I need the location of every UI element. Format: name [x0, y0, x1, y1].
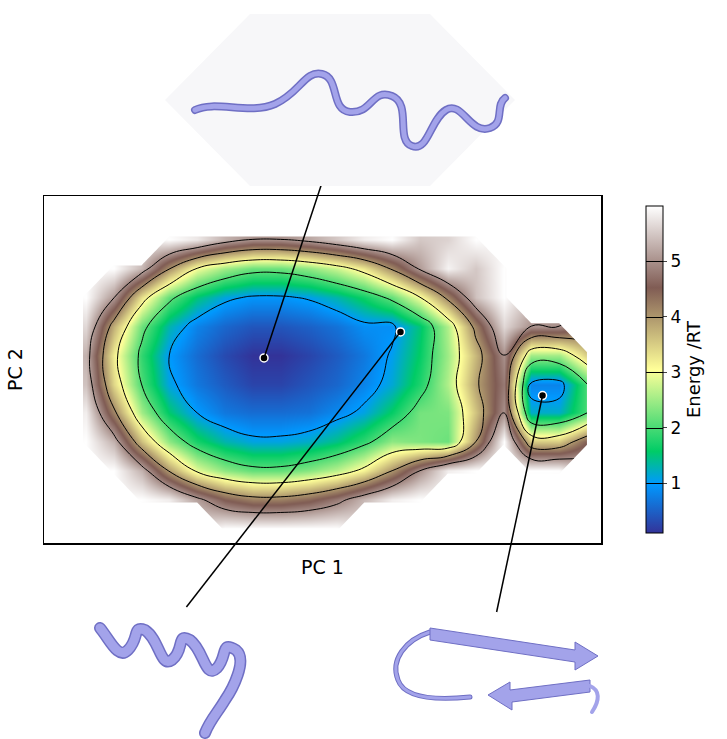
svg-text:3: 3: [670, 362, 681, 382]
svg-text:5: 5: [670, 251, 681, 271]
svg-text:Energy /RT: Energy /RT: [683, 320, 704, 418]
svg-text:4: 4: [670, 307, 681, 327]
svg-text:PC 1: PC 1: [301, 556, 344, 578]
svg-text:2: 2: [670, 418, 681, 438]
svg-text:PC 2: PC 2: [4, 348, 26, 391]
svg-text:1: 1: [670, 473, 681, 493]
